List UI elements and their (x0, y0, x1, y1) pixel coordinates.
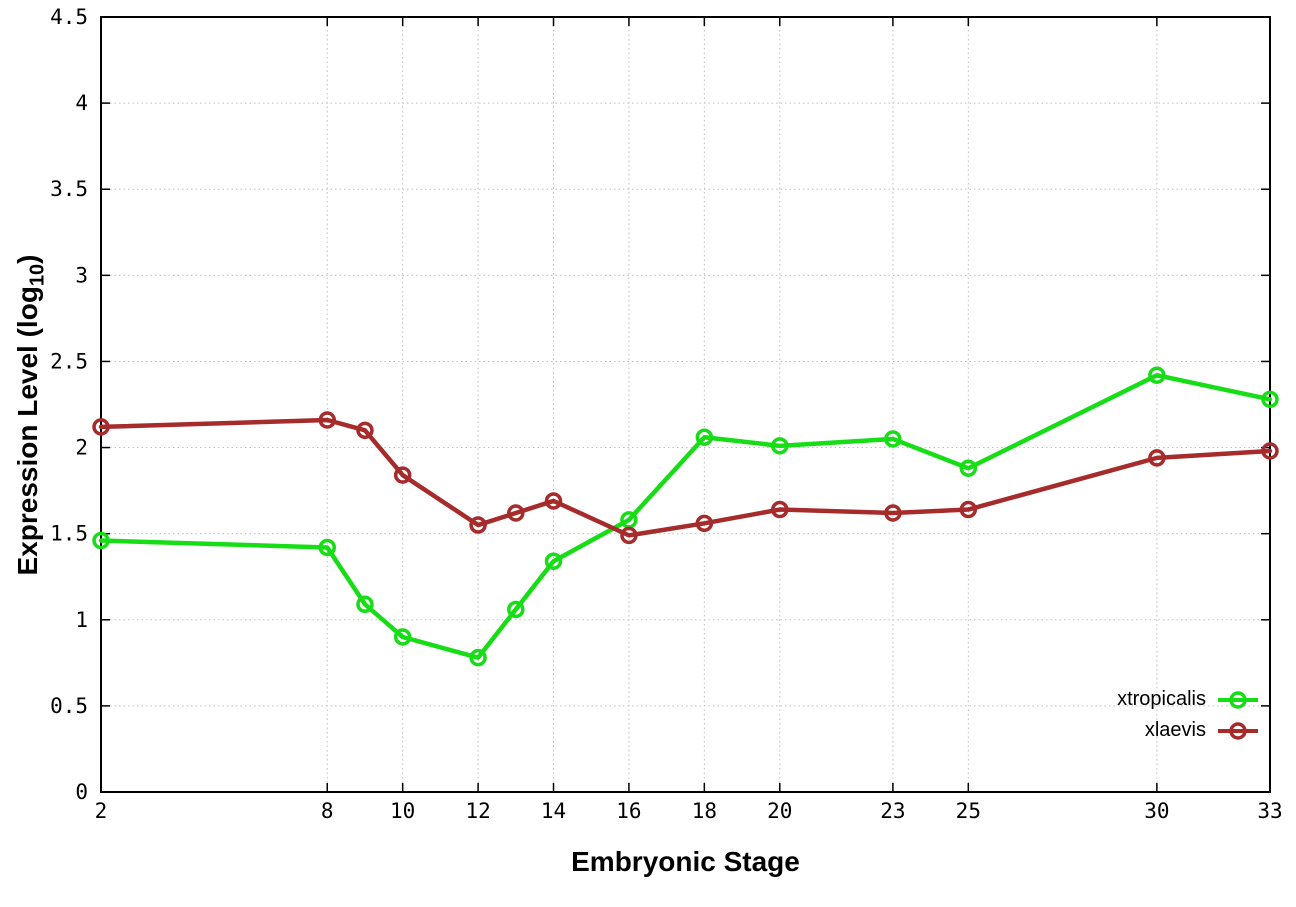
series-xtropicalis-line (98, 372, 1273, 660)
series-xlaevis-point-20 (771, 500, 789, 519)
x-tick-label-20: 20 (767, 799, 792, 823)
series-xlaevis-point-8 (318, 411, 337, 429)
x-tick-label-30: 30 (1144, 799, 1169, 823)
series-xlaevis-point-25 (959, 500, 978, 519)
plot-border (100, 16, 1271, 793)
series-xtropicalis-point-23 (884, 430, 902, 448)
series-xtropicalis-point-12 (469, 648, 487, 667)
y-tick-label-2.5: 2.5 (50, 349, 88, 373)
series-xlaevis-point-14 (544, 492, 563, 510)
x-tick-label-23: 23 (880, 799, 905, 823)
series-xtropicalis-point-25 (959, 459, 978, 477)
series-xlaevis-point-9 (356, 421, 374, 440)
series-xlaevis-point-2 (92, 418, 110, 436)
y-axis-label-close: ) (12, 254, 43, 264)
legend-marker-xtropicalis (1218, 690, 1258, 709)
legend-label-xlaevis: xlaevis (1144, 719, 1206, 741)
y-tick-label-3: 3 (75, 263, 88, 287)
series-xtropicalis-point-10 (393, 628, 412, 646)
series-xtropicalis-point-20 (771, 437, 789, 455)
y-tick-label-1.5: 1.5 (50, 522, 88, 546)
x-tick-label-10: 10 (390, 799, 415, 823)
x-tick-label-16: 16 (616, 799, 641, 823)
series-xtropicalis-point-30 (1148, 366, 1166, 384)
legend-label-xtropicalis: xtropicalis (1117, 688, 1206, 710)
x-axis-label: Embryonic Stage (571, 846, 800, 877)
series-xtropicalis-point-2 (92, 531, 110, 550)
series-xlaevis-line (98, 417, 1273, 538)
series-xtropicalis-point-18 (695, 428, 714, 446)
x-tick-label-14: 14 (541, 799, 566, 823)
y-tick-label-0.5: 0.5 (50, 694, 88, 718)
series-xtropicalis-point-14 (544, 552, 563, 570)
series-xlaevis-point-16 (620, 526, 638, 545)
y-tick-label-2: 2 (75, 436, 88, 460)
y-axis-label: Expression Level (log10) (0, 0, 56, 830)
y-tick-label-0: 0 (75, 780, 88, 804)
series-xtropicalis-point-8 (318, 538, 337, 557)
series-xlaevis-point-33 (1261, 442, 1279, 460)
y-tick-label-1: 1 (75, 608, 88, 632)
legend-item-xtropicalis: xtropicalis (1117, 684, 1260, 715)
series-xtropicalis-point-33 (1261, 390, 1279, 409)
y-axis-label-text: Expression Level (log (12, 286, 43, 576)
x-tick-label-12: 12 (465, 799, 490, 823)
y-tick-label-3.5: 3.5 (50, 177, 88, 201)
x-tick-label-33: 33 (1257, 799, 1282, 823)
series-xlaevis-point-13 (507, 504, 525, 522)
y-tick-label-4: 4 (75, 91, 88, 115)
legend-item-xlaevis: xlaevis (1117, 715, 1260, 746)
x-tick-label-8: 8 (321, 799, 334, 823)
y-tick-label-4.5: 4.5 (50, 5, 88, 29)
legend: xtropicalis xlaevis (1117, 684, 1260, 746)
series-xlaevis-point-30 (1148, 449, 1166, 467)
series-xtropicalis-point-9 (356, 595, 374, 614)
x-tick-label-2: 2 (95, 799, 108, 823)
legend-marker-xlaevis (1218, 721, 1258, 740)
series-xlaevis-point-12 (469, 516, 487, 534)
y-axis-label-subscript: 10 (26, 263, 49, 287)
x-tick-label-18: 18 (692, 799, 717, 823)
x-tick-label-25: 25 (956, 799, 981, 823)
series-xtropicalis-point-13 (507, 600, 525, 619)
series-xlaevis-point-10 (393, 466, 412, 484)
series-xlaevis-point-18 (695, 514, 714, 533)
series-xlaevis-point-23 (884, 504, 902, 522)
